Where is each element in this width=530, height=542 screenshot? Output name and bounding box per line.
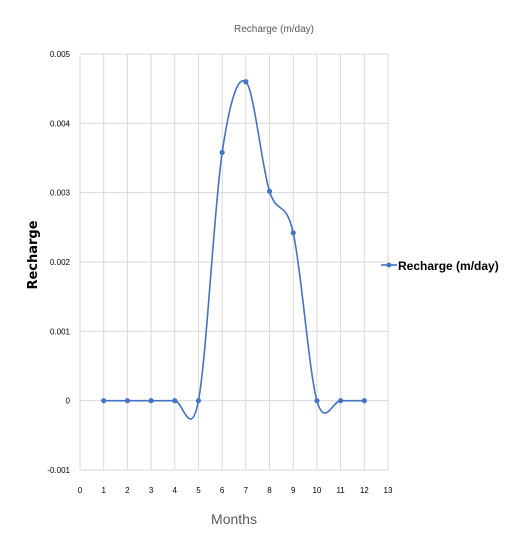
y-tick-label: 0	[66, 397, 71, 406]
data-point	[266, 188, 273, 194]
legend: Recharge (m/day)	[381, 259, 499, 273]
x-tick-label: 5	[196, 486, 201, 495]
x-tick-label: 11	[336, 486, 345, 495]
legend-label: Recharge (m/day)	[398, 259, 499, 273]
data-point	[148, 398, 154, 404]
data-point	[219, 149, 225, 156]
y-tick-label: 0.001	[50, 327, 71, 336]
y-axis-title: Recharge	[26, 220, 41, 289]
data-point	[290, 230, 296, 236]
y-tick-label: -0.001	[47, 466, 70, 475]
y-tick-label: 0.002	[50, 258, 71, 267]
data-point	[101, 398, 107, 404]
data-point	[361, 398, 367, 404]
x-tick-label: 12	[360, 486, 369, 495]
y-tick-label: 0.004	[50, 119, 71, 128]
data-point	[243, 79, 249, 85]
x-tick-label: 2	[125, 486, 130, 495]
x-tick-label: 3	[149, 486, 154, 495]
data-point	[172, 398, 178, 404]
legend-marker	[386, 262, 392, 268]
x-tick-label: 13	[384, 486, 393, 495]
x-tick-labels: 0 1 2 3 4 5 6 7 8 9 10 11 12 13	[78, 486, 393, 495]
x-tick-label: 10	[312, 486, 321, 495]
y-tick-label: 0.003	[50, 189, 71, 198]
data-point	[314, 398, 320, 404]
series-layer	[101, 79, 367, 420]
x-tick-label: 8	[267, 486, 272, 495]
x-tick-label: 4	[173, 486, 178, 495]
x-tick-label: 7	[244, 486, 249, 495]
x-tick-label: 6	[220, 486, 225, 495]
data-point	[195, 398, 202, 404]
x-tick-label: 9	[291, 486, 296, 495]
x-axis-title: Months	[211, 511, 257, 527]
y-tick-label: 0.005	[50, 50, 71, 59]
x-tick-label: 0	[78, 486, 83, 495]
gridlines	[79, 53, 389, 471]
x-tick-label: 1	[101, 486, 106, 495]
data-point	[124, 398, 130, 404]
series-line	[103, 79, 365, 420]
y-tick-labels: -0.001 0 0.001 0.002 0.003 0.004 0.005	[47, 50, 70, 475]
chart-title: Recharge (m/day)	[234, 24, 314, 35]
data-point	[338, 398, 344, 404]
